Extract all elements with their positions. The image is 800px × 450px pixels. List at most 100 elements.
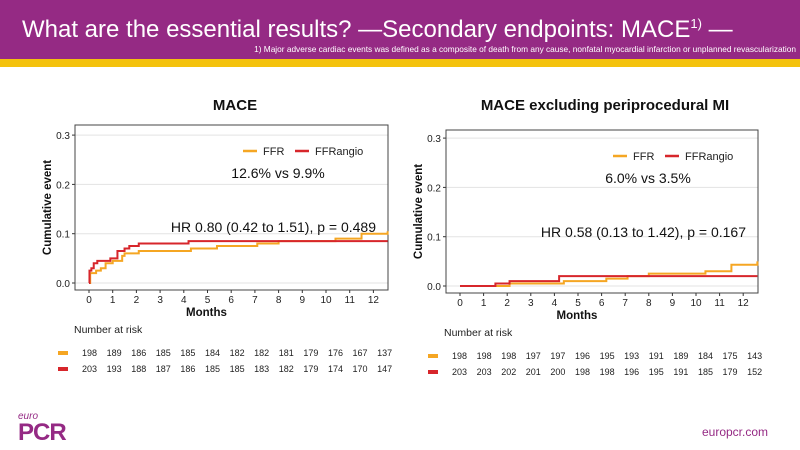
risk-count: 186 <box>180 364 196 374</box>
ffr-swatch <box>428 354 438 358</box>
risk-table-mace: Number at risk 198 189 186 185 185 184 182 182 1… <box>58 324 402 377</box>
risk-count: 184 <box>204 348 220 358</box>
slide-title: What are the essential results? —Seconda… <box>22 10 733 44</box>
y-tick-label: 0.0 <box>427 282 441 293</box>
risk-count: 143 <box>747 351 763 361</box>
risk-count: 201 <box>525 367 541 377</box>
risk-count: 188 <box>131 364 147 374</box>
y-tick-label: 0.0 <box>56 279 70 290</box>
risk-label: Number at risk <box>74 324 143 336</box>
event-rate-annotation: 6.0% vs 3.5% <box>605 170 691 186</box>
km-curve-ffr <box>460 261 759 287</box>
km-chart-mace: 0.00.10.20.30 1 2 3 4 5 6 7 8 9 10 11 12MonthsCumula… <box>42 124 389 319</box>
risk-count: 198 <box>452 351 468 361</box>
risk-count: 195 <box>599 351 615 361</box>
km-curve-ffrangio <box>88 240 388 284</box>
y-tick-label: 0.2 <box>427 183 441 194</box>
risk-count: 185 <box>697 367 713 377</box>
risk-count: 197 <box>550 351 566 361</box>
risk-count: 182 <box>254 348 270 358</box>
legend-label-ffr: FFR <box>633 151 654 163</box>
risk-count: 137 <box>377 348 393 358</box>
y-tick-label: 0.3 <box>56 131 70 142</box>
x-tick-label: 4 <box>552 298 558 309</box>
x-tick-label: 5 <box>205 295 211 306</box>
logo-small-text: euro <box>18 411 39 422</box>
risk-count: 179 <box>303 364 319 374</box>
x-tick-label: 1 <box>481 298 487 309</box>
x-tick-label: 7 <box>252 295 258 306</box>
x-tick-label: 8 <box>646 298 652 309</box>
footnote: 1) Major adverse cardiac events was defi… <box>254 44 796 54</box>
x-tick-label: 8 <box>276 295 282 306</box>
risk-count: 187 <box>155 364 171 374</box>
risk-count: 198 <box>599 367 615 377</box>
km-curve-ffrangio <box>460 275 758 287</box>
y-axis-label: Cumulative event <box>42 160 54 255</box>
km-chart-mace-excl: 0.00.10.20.30 1 2 3 4 5 6 7 8 9 10 11 12MonthsCumula… <box>413 129 759 322</box>
risk-label: Number at risk <box>444 327 513 339</box>
risk-count: 193 <box>624 351 640 361</box>
x-tick-label: 1 <box>110 295 116 306</box>
risk-count: 175 <box>722 351 738 361</box>
risk-count: 185 <box>180 348 196 358</box>
risk-count: 183 <box>254 364 270 374</box>
header-bar: What are the essential results? —Seconda… <box>0 0 800 59</box>
risk-count: 203 <box>476 367 492 377</box>
risk-count: 196 <box>574 351 590 361</box>
risk-count: 196 <box>624 367 640 377</box>
risk-count: 195 <box>648 367 664 377</box>
y-axis-label: Cumulative event <box>413 164 425 259</box>
x-tick-label: 7 <box>622 298 628 309</box>
x-tick-label: 3 <box>528 298 534 309</box>
risk-count: 200 <box>550 367 566 377</box>
chart-title-mace-excl: MACE excluding periprocedural MI <box>480 97 730 114</box>
footer-url: europcr.com <box>701 425 768 439</box>
risk-row-ffr: 198 189 186 185 185 184 182 182 181 179 176 167 137 <box>58 345 402 361</box>
risk-count: 203 <box>82 364 98 374</box>
risk-count: 191 <box>673 367 689 377</box>
risk-count: 174 <box>327 364 343 374</box>
legend-label-ffr: FFR <box>263 146 284 158</box>
risk-count: 176 <box>327 348 343 358</box>
risk-count: 193 <box>106 364 122 374</box>
x-tick-label: 5 <box>575 298 581 309</box>
risk-count: 198 <box>82 348 98 358</box>
x-tick-label: 4 <box>181 295 187 306</box>
risk-count: 203 <box>452 367 468 377</box>
x-tick-label: 3 <box>157 295 163 306</box>
risk-count: 184 <box>697 351 713 361</box>
logo-big-text: PCR <box>18 419 67 446</box>
risk-count: 147 <box>377 364 393 374</box>
x-tick-label: 12 <box>368 295 380 306</box>
risk-count: 198 <box>476 351 492 361</box>
risk-count: 185 <box>229 364 245 374</box>
risk-count: 185 <box>204 364 220 374</box>
event-rate-annotation: 12.6% vs 9.9% <box>231 165 324 181</box>
risk-table-mace-excl: Number at risk 198 198 198 197 197 196 195 193 1… <box>428 327 772 380</box>
risk-row-ffrangio: 203 203 202 201 200 198 198 196 195 191 185 179 152 <box>428 364 772 380</box>
risk-count: 167 <box>352 348 368 358</box>
y-tick-label: 0.1 <box>427 233 441 244</box>
x-tick-label: 2 <box>134 295 140 306</box>
risk-count: 189 <box>106 348 122 358</box>
km-curve-ffr <box>89 231 389 284</box>
x-tick-label: 9 <box>670 298 676 309</box>
x-tick-label: 10 <box>320 295 332 306</box>
risk-count: 185 <box>155 348 171 358</box>
risk-count: 182 <box>229 348 245 358</box>
x-tick-label: 6 <box>228 295 234 306</box>
risk-count: 179 <box>722 367 738 377</box>
ffrangio-swatch <box>428 370 438 374</box>
risk-count: 198 <box>501 351 517 361</box>
risk-count: 198 <box>574 367 590 377</box>
risk-count: 170 <box>352 364 368 374</box>
ffr-swatch <box>58 351 68 355</box>
risk-count: 182 <box>278 364 294 374</box>
x-tick-label: 9 <box>300 295 306 306</box>
accent-band <box>0 59 800 67</box>
x-tick-label: 6 <box>599 298 605 309</box>
y-tick-label: 0.3 <box>427 134 441 145</box>
x-tick-label: 0 <box>457 298 463 309</box>
x-tick-label: 10 <box>690 298 702 309</box>
